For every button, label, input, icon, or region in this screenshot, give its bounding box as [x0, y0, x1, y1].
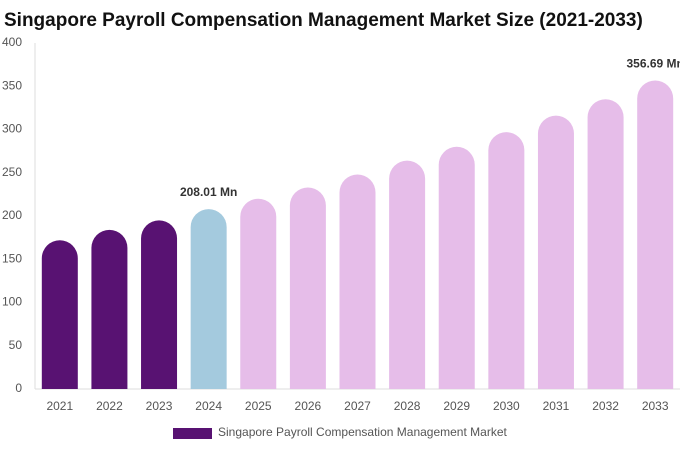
y-tick-label: 400 [2, 35, 22, 49]
x-tick-label: 2031 [543, 399, 570, 413]
y-tick-label: 50 [9, 338, 23, 352]
x-tick-label: 2025 [245, 399, 272, 413]
bar [240, 198, 277, 389]
bar [537, 115, 574, 389]
bar [41, 240, 78, 389]
bar [438, 146, 475, 389]
x-tick-label: 2021 [46, 399, 73, 413]
bar [587, 99, 624, 389]
legend-swatch [173, 428, 212, 439]
bar [339, 174, 376, 389]
x-tick-label: 2028 [394, 399, 421, 413]
x-tick-label: 2032 [592, 399, 619, 413]
x-tick-label: 2029 [443, 399, 470, 413]
chart-title: Singapore Payroll Compensation Managemen… [4, 10, 643, 31]
bar [190, 209, 227, 389]
y-tick-label: 200 [2, 208, 22, 222]
y-tick-label: 250 [2, 165, 22, 179]
bar [91, 229, 128, 389]
y-tick-label: 0 [15, 381, 22, 395]
x-tick-label: 2030 [493, 399, 520, 413]
x-tick-label: 2023 [146, 399, 173, 413]
value-label: 356.69 Mn [627, 57, 680, 71]
bar [637, 80, 674, 389]
y-tick-label: 150 [2, 251, 22, 265]
y-tick-label: 350 [2, 78, 22, 92]
bar [488, 132, 525, 389]
bar [389, 160, 426, 389]
legend-label: Singapore Payroll Compensation Managemen… [218, 425, 507, 439]
x-tick-label: 2033 [642, 399, 669, 413]
x-tick-label: 2024 [195, 399, 222, 413]
x-tick-label: 2027 [344, 399, 371, 413]
value-label: 208.01 Mn [180, 185, 237, 199]
bar [289, 187, 326, 389]
y-tick-label: 300 [2, 122, 22, 136]
x-tick-label: 2026 [295, 399, 322, 413]
y-tick-label: 100 [2, 295, 22, 309]
bar [141, 220, 178, 389]
x-tick-label: 2022 [96, 399, 123, 413]
